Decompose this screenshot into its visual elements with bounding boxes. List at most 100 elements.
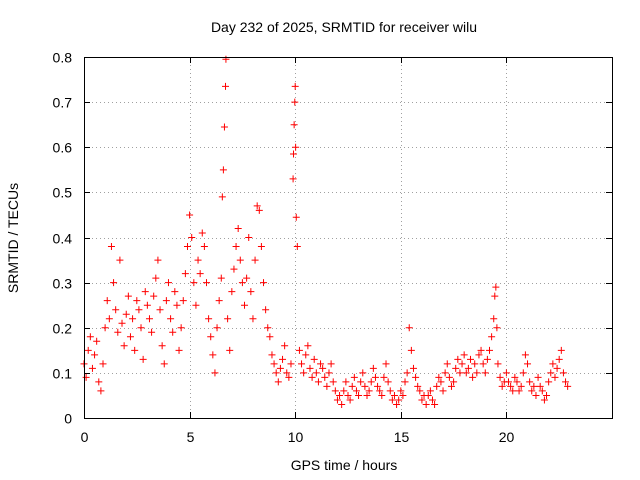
y-tick-label: 0.6 <box>53 140 73 156</box>
data-point <box>491 292 499 300</box>
data-point <box>403 369 411 377</box>
data-point <box>431 400 439 408</box>
y-tick-label: 0.3 <box>53 276 73 292</box>
data-point <box>298 360 306 368</box>
data-point <box>333 396 341 404</box>
data-point <box>557 346 565 354</box>
data-point <box>291 98 299 106</box>
data-point <box>272 369 280 377</box>
data-point <box>475 351 483 359</box>
data-point <box>116 256 124 264</box>
data-point <box>357 378 365 386</box>
data-point <box>412 373 420 381</box>
data-point <box>287 360 295 368</box>
data-point <box>314 378 322 386</box>
y-tick-label: 0.2 <box>53 321 73 337</box>
data-point <box>492 283 500 291</box>
data-point <box>306 364 314 372</box>
data-point <box>171 288 179 296</box>
data-point <box>177 324 185 332</box>
data-point <box>234 224 242 232</box>
x-tick-label: 5 <box>187 429 195 445</box>
data-point <box>105 315 113 323</box>
data-point <box>319 364 327 372</box>
data-point <box>445 373 453 381</box>
data-point <box>443 360 451 368</box>
data-point <box>386 387 394 395</box>
data-point <box>211 369 219 377</box>
data-point <box>226 346 234 354</box>
data-point <box>488 333 496 341</box>
data-point <box>279 355 287 363</box>
data-point <box>276 364 284 372</box>
plot-frame <box>84 57 613 419</box>
x-tick-label: 15 <box>394 429 410 445</box>
data-point <box>141 288 149 296</box>
data-point <box>293 243 301 251</box>
data-point <box>342 378 350 386</box>
x-axis-label: GPS time / hours <box>291 457 398 473</box>
data-point <box>95 378 103 386</box>
data-point <box>285 373 293 381</box>
data-point <box>426 387 434 395</box>
data-points <box>80 55 572 408</box>
data-point <box>110 279 118 287</box>
data-point <box>228 288 236 296</box>
data-point <box>562 378 570 386</box>
data-point <box>126 333 134 341</box>
data-point <box>481 369 489 377</box>
data-point <box>238 279 246 287</box>
data-point <box>291 82 299 90</box>
data-point <box>148 328 156 336</box>
data-point <box>486 346 494 354</box>
data-point <box>179 297 187 305</box>
data-point <box>549 360 557 368</box>
data-point <box>268 351 276 359</box>
data-point <box>564 382 572 390</box>
data-point <box>186 211 194 219</box>
data-point <box>122 310 130 318</box>
data-point <box>154 256 162 264</box>
data-point <box>409 364 417 372</box>
data-point <box>292 213 300 221</box>
data-point <box>99 360 107 368</box>
data-point <box>530 382 538 390</box>
data-point <box>336 391 344 399</box>
x-tick-label: 0 <box>81 429 89 445</box>
y-tick-label: 0.5 <box>53 185 73 201</box>
data-point <box>355 391 363 399</box>
data-point <box>462 369 470 377</box>
data-point <box>452 364 460 372</box>
data-point <box>107 243 115 251</box>
data-point <box>200 243 208 251</box>
data-point <box>418 396 426 404</box>
data-point <box>289 175 297 183</box>
y-tick-label: 0.8 <box>53 50 73 66</box>
data-point <box>521 351 529 359</box>
data-point <box>162 297 170 305</box>
data-point <box>152 274 160 282</box>
data-point <box>414 382 422 390</box>
data-point <box>292 143 300 151</box>
data-point <box>483 355 491 363</box>
data-point <box>308 373 316 381</box>
data-point <box>236 256 244 264</box>
data-point <box>547 369 555 377</box>
data-point <box>232 243 240 251</box>
data-point <box>374 382 382 390</box>
data-point <box>260 279 268 287</box>
data-point <box>477 346 485 354</box>
data-point <box>222 82 230 90</box>
data-point <box>255 206 263 214</box>
data-point <box>502 369 510 377</box>
data-point <box>118 319 126 327</box>
data-point <box>251 256 259 264</box>
data-point <box>150 292 158 300</box>
data-point <box>363 391 371 399</box>
data-point <box>460 351 468 359</box>
tick-labels: 0 0.1 0.2 0.3 0.4 0.5 0.6 0.7 0.8 0 5 10 15 20 <box>53 50 515 446</box>
data-point <box>526 378 534 386</box>
data-point <box>456 369 464 377</box>
data-point <box>188 234 196 241</box>
data-point <box>538 387 546 395</box>
